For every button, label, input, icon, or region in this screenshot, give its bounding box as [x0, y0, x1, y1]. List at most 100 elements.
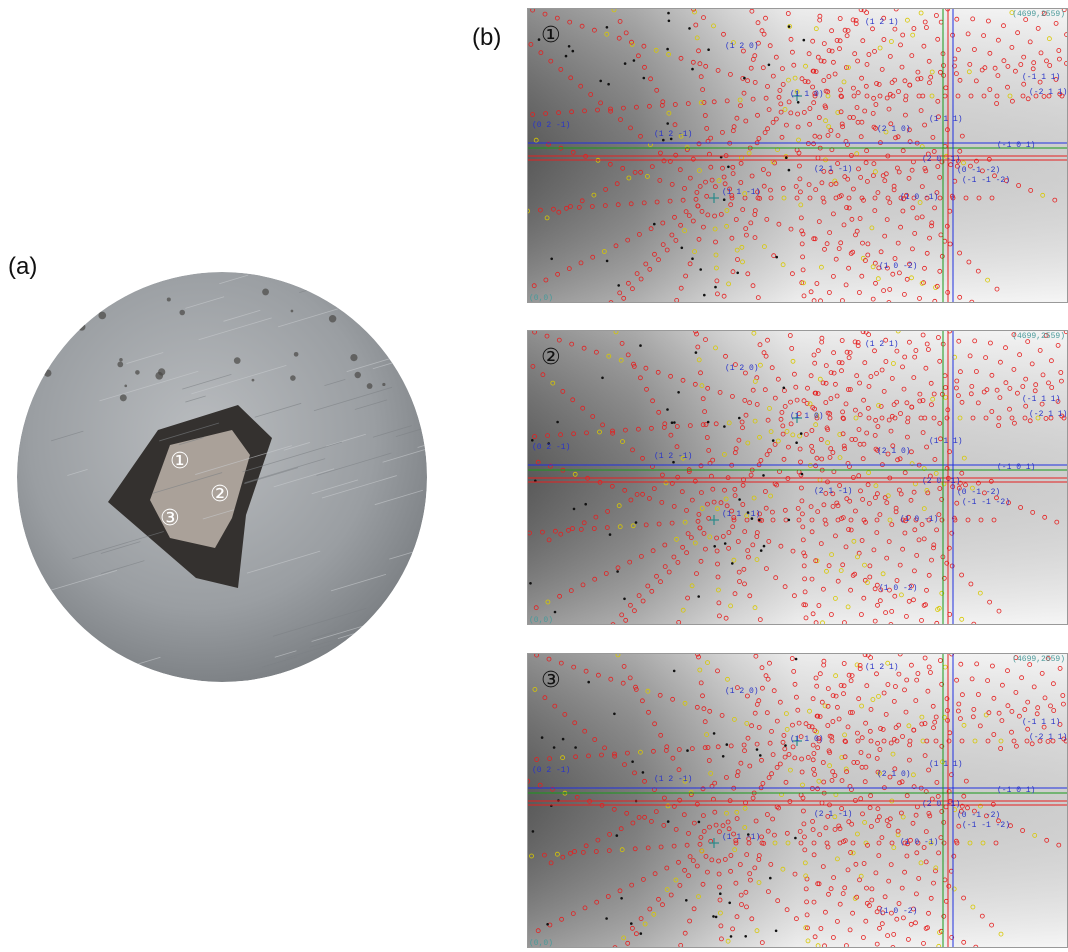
corner-coord: (4699,2559) — [1012, 655, 1065, 664]
miller-index: (2 1 0) — [877, 125, 911, 134]
dark-spot — [719, 892, 722, 895]
miller-index: (1 0 -1) — [900, 838, 938, 847]
dark-spot — [635, 521, 638, 524]
dark-spot — [587, 681, 590, 684]
miller-index: (0 -1 -2) — [957, 488, 1000, 497]
panel-label: (a) — [8, 253, 37, 280]
speck — [252, 379, 255, 382]
speck — [120, 394, 127, 401]
spot-marker: ① — [541, 22, 561, 47]
dark-spot — [573, 508, 576, 511]
miller-index: (1 0 -1) — [900, 193, 938, 202]
miller-index: (1 2 0) — [725, 42, 759, 51]
miller-index: (1 0 -2) — [879, 262, 917, 271]
speck — [290, 375, 296, 381]
miller-index: (1 2 1) — [865, 18, 899, 27]
dark-spot — [681, 247, 684, 250]
dark-spot — [727, 166, 730, 169]
dark-spot — [768, 64, 771, 67]
scratch — [349, 627, 442, 655]
miller-index: (1 2 1) — [865, 663, 899, 672]
speck — [155, 372, 163, 380]
dark-spot — [667, 820, 670, 823]
dark-spot — [797, 101, 800, 104]
dark-spot — [803, 39, 806, 42]
miller-index: (1 1 -1) — [722, 510, 760, 519]
dark-spot — [605, 917, 608, 920]
dark-spot — [642, 771, 645, 774]
dark-spot — [541, 736, 544, 739]
dark-spot — [730, 935, 733, 938]
dark-spot — [715, 916, 718, 919]
miller-index: (1 1 -1) — [722, 188, 760, 197]
dark-spot — [788, 25, 791, 28]
dark-spot — [631, 760, 634, 763]
miller-index: (1 1 1) — [929, 437, 963, 446]
scratch — [418, 425, 492, 447]
dark-spot — [723, 425, 726, 428]
dark-spot — [584, 503, 587, 506]
dark-spot — [574, 746, 577, 749]
corner-coord: (4699,2559) — [1012, 10, 1065, 19]
miller-index: (-1 1 1) — [1022, 395, 1060, 404]
speck — [234, 357, 241, 364]
scratch — [374, 617, 465, 644]
scratch — [385, 637, 435, 652]
speck — [124, 385, 127, 388]
dark-spot — [599, 80, 602, 83]
dark-spot — [736, 272, 739, 275]
miller-index: (-1 1 1) — [1022, 73, 1060, 82]
dark-spot — [801, 473, 804, 476]
miller-index: (-1 -1 -2) — [962, 498, 1010, 507]
miller-index: (-2 1 1) — [1029, 88, 1067, 97]
miller-index: (1 0 -2) — [879, 584, 917, 593]
dark-spot — [759, 754, 762, 757]
miller-index: (2 0 -1) — [922, 800, 960, 809]
dark-spot — [686, 749, 689, 752]
scratch — [384, 278, 433, 293]
dark-spot — [609, 533, 612, 536]
dark-spot — [617, 284, 620, 287]
dark-spot — [639, 344, 642, 347]
miller-index: (1 2 0) — [725, 687, 759, 696]
miller-index: (1 1 1) — [929, 115, 963, 124]
speck — [355, 372, 361, 378]
dark-spot — [738, 498, 741, 501]
miller-index: (-1 1 1) — [1022, 718, 1060, 727]
spot-marker: ③ — [160, 505, 180, 530]
dark-spot — [707, 48, 710, 51]
dark-spot — [713, 732, 716, 735]
speck — [78, 323, 86, 331]
corner-coord: (4699,2559) — [1012, 332, 1065, 341]
scratch — [329, 650, 388, 668]
dark-spot — [666, 48, 669, 51]
dark-spot — [668, 20, 671, 23]
dark-spot — [601, 377, 604, 380]
dark-spot — [554, 611, 557, 614]
speck — [135, 370, 140, 375]
scratch — [20, 644, 63, 657]
dark-spot — [699, 268, 702, 271]
speck — [119, 358, 123, 362]
panel-label: (b) — [472, 24, 501, 51]
figure: (a) (b) ① ② ③ (1 2 0)(1 2 1)(1 1 0)(0 2 … — [0, 0, 1068, 952]
dark-spot — [620, 897, 623, 900]
corner-coord: (0,0) — [529, 939, 553, 948]
miller-index: (2 1 -1) — [814, 810, 852, 819]
speck — [350, 354, 357, 361]
scratch — [418, 341, 489, 362]
scratch — [299, 270, 374, 292]
dark-spot — [538, 38, 541, 41]
dark-spot — [788, 519, 791, 522]
dark-spot — [616, 834, 619, 837]
miller-index: (0 2 -1) — [532, 121, 570, 130]
speck — [117, 362, 123, 368]
dark-spot — [556, 421, 559, 424]
miller-index: (1 2 -1) — [654, 775, 692, 784]
dark-spot — [531, 439, 534, 442]
miller-index: (2 0 -1) — [922, 155, 960, 164]
dark-spot — [697, 595, 700, 598]
miller-index: (0 -1 -2) — [957, 166, 1000, 175]
dark-spot — [546, 923, 549, 926]
speck — [38, 304, 42, 308]
